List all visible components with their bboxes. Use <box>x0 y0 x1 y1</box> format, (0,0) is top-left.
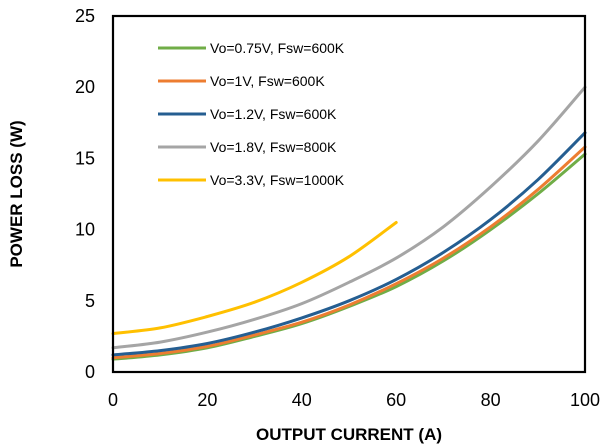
legend-label-2: Vo=1.2V, Fsw=600K <box>210 106 337 122</box>
y-tick-label: 5 <box>85 291 95 311</box>
series-line-4 <box>111 221 398 336</box>
y-tick-label: 20 <box>75 77 95 97</box>
y-axis-title: POWER LOSS (W) <box>7 120 26 267</box>
x-tick-label: 0 <box>108 390 118 410</box>
legend-label-3: Vo=1.8V, Fsw=800K <box>210 139 337 155</box>
x-tick-label: 60 <box>386 390 406 410</box>
y-tick-label: 15 <box>75 148 95 168</box>
series-line-2 <box>111 131 587 357</box>
y-tick-label: 10 <box>75 220 95 240</box>
x-tick-label: 40 <box>292 390 312 410</box>
x-tick-label: 80 <box>481 390 501 410</box>
series-line-1 <box>111 145 587 360</box>
plot-area-frame <box>111 14 587 374</box>
x-axis-title: OUTPUT CURRENT (A) <box>256 425 442 444</box>
legend-label-1: Vo=1V, Fsw=600K <box>210 73 325 89</box>
legend: Vo=0.75V, Fsw=600K Vo=1V, Fsw=600K Vo=1.2V… <box>158 40 345 188</box>
y-tick-label: 25 <box>75 6 95 26</box>
legend-label-4: Vo=3.3V, Fsw=1000K <box>210 172 345 188</box>
series-layer <box>111 85 587 361</box>
x-tick-label: 100 <box>570 390 600 410</box>
y-tick-label: 0 <box>85 362 95 382</box>
y-axis-ticks: 0 5 10 15 20 25 <box>75 6 95 382</box>
x-axis-ticks: 0 20 40 60 80 100 <box>108 390 600 410</box>
legend-label-0: Vo=0.75V, Fsw=600K <box>210 40 345 56</box>
series-line-3 <box>111 85 587 350</box>
x-tick-label: 20 <box>197 390 217 410</box>
